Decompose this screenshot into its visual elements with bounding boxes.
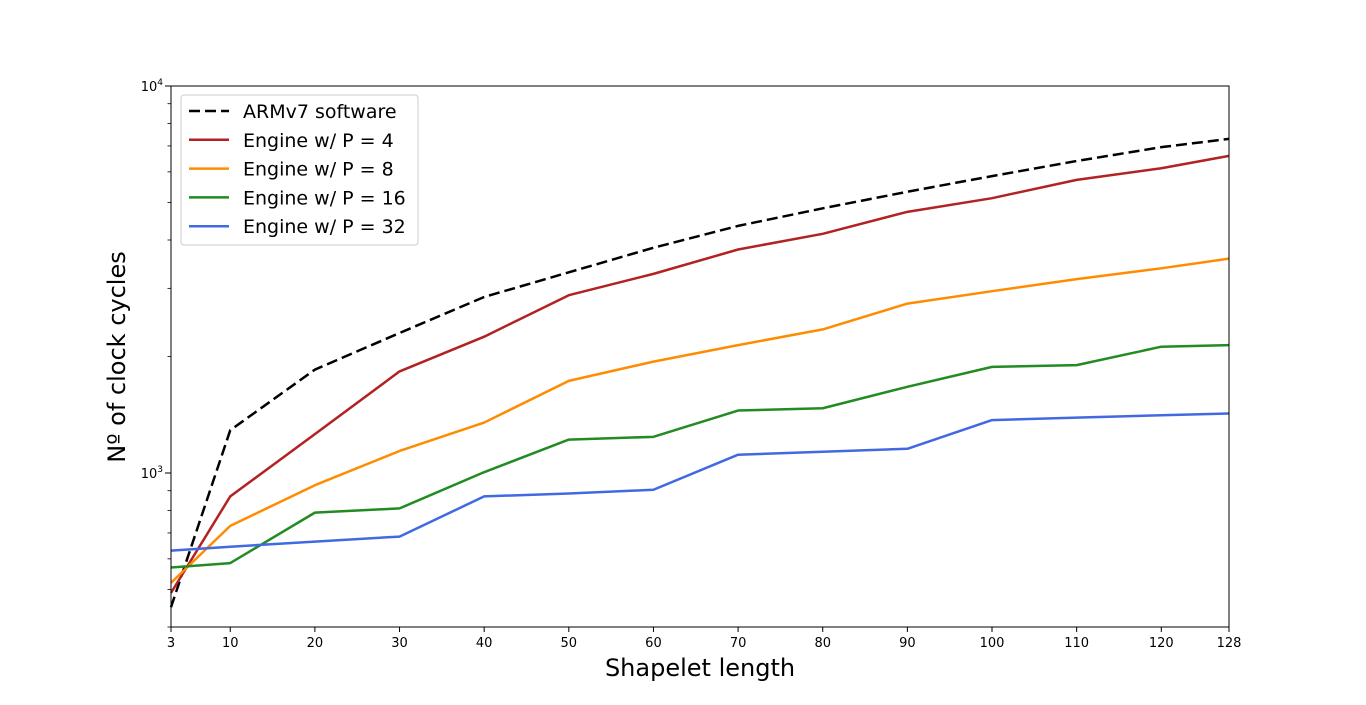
x-tick-label: 30 [391, 636, 408, 651]
legend-label: Engine w/ P = 32 [243, 216, 406, 238]
x-tick-label: 100 [980, 636, 1005, 651]
y-axis-title: Nº of clock cycles [103, 251, 131, 462]
x-tick-label: 3 [167, 636, 175, 651]
x-tick-label: 110 [1064, 636, 1089, 651]
x-tick-label: 20 [307, 636, 324, 651]
legend-label: Engine w/ P = 4 [243, 130, 394, 152]
x-tick-label: 60 [645, 636, 662, 651]
series-line-1 [169, 137, 1230, 608]
x-tick-label: 90 [899, 636, 916, 651]
series-line-3 [170, 257, 1230, 584]
y-tick-label: 103 [141, 465, 163, 482]
series-line-2 [169, 154, 1230, 594]
series-line-5 [170, 412, 1230, 552]
x-tick-label: 80 [814, 636, 831, 651]
x-axis-title: Shapelet length [605, 654, 795, 682]
x-tick-label: 50 [561, 636, 578, 651]
x-tick-label: 120 [1149, 636, 1174, 651]
legend-label: Engine w/ P = 16 [243, 187, 406, 209]
legend-label: Engine w/ P = 8 [243, 159, 394, 181]
series-layer [169, 137, 1230, 608]
legend-label: ARMv7 software [243, 101, 397, 123]
x-tick-label: 40 [476, 636, 493, 651]
y-tick-label: 104 [141, 78, 164, 95]
legend-box [180, 94, 419, 246]
legend: ARMv7 software Engine w/ P = 4 Engine w/ P… [180, 94, 419, 246]
y-axis: 103 104 [141, 78, 171, 628]
series-line-4 [170, 343, 1230, 569]
x-tick-label: 128 [1217, 636, 1242, 651]
x-tick-label: 10 [222, 636, 239, 651]
x-tick-label: 70 [730, 636, 747, 651]
x-axis: 3 10 20 30 40 50 60 70 80 90 100 110 120 128 [167, 627, 1242, 651]
